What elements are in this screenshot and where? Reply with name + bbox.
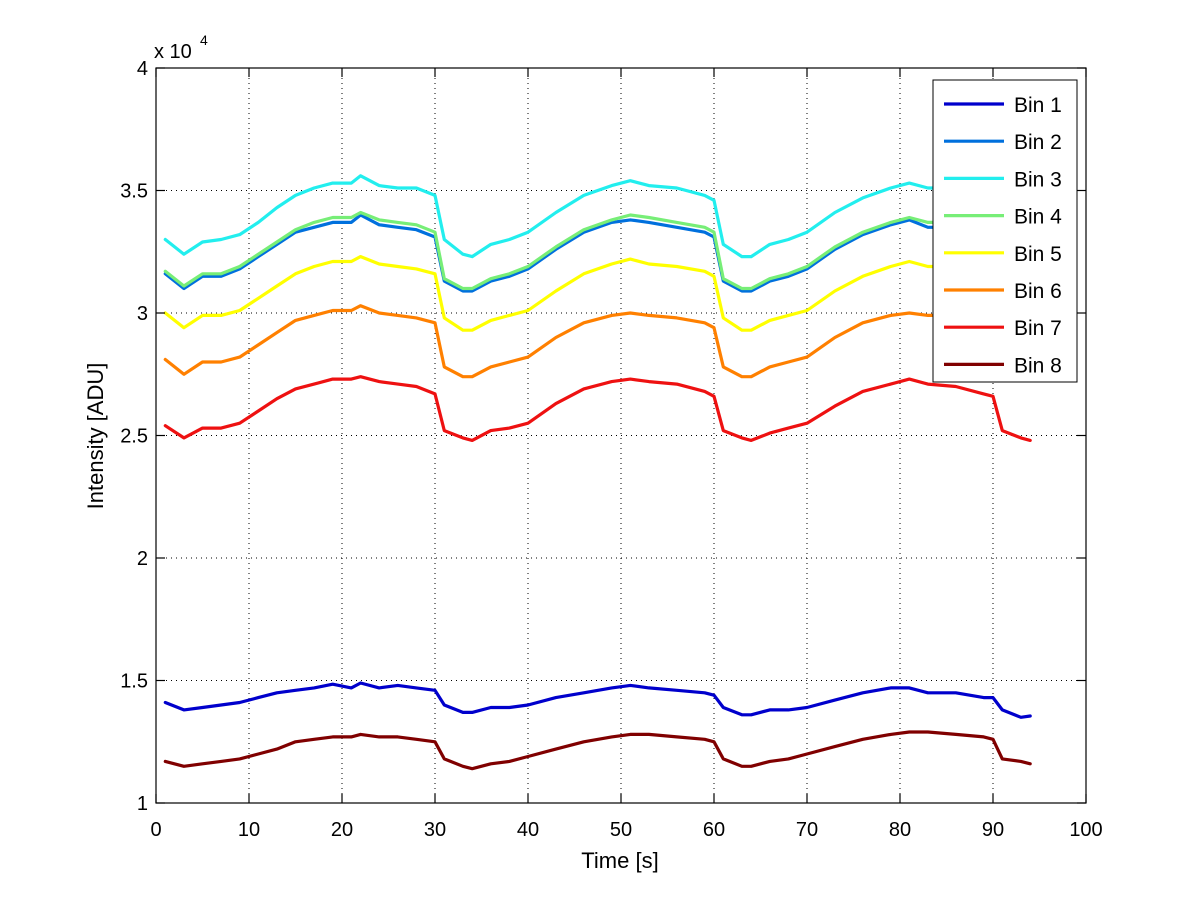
y-tick-label: 1.5 <box>120 671 148 693</box>
legend-item: Bin 7 <box>944 317 1062 340</box>
series-line-bin-3 <box>163 174 1032 259</box>
x-tick-label: 30 <box>424 819 446 841</box>
series-line-bin-1 <box>163 681 1032 719</box>
legend-item: Bin 1 <box>944 94 1062 117</box>
y-exponent-label: x 10 <box>154 41 192 63</box>
series-line-bin-2 <box>163 213 1032 293</box>
y-axis-title: Intensity [ADU] <box>83 363 108 510</box>
legend-item: Bin 6 <box>944 280 1062 303</box>
legend-item: Bin 2 <box>944 131 1062 154</box>
legend-label: Bin 3 <box>1014 168 1062 191</box>
x-tick-label: 100 <box>1069 819 1102 841</box>
x-tick-label: 90 <box>982 819 1004 841</box>
legend-item: Bin 3 <box>944 168 1062 191</box>
tick-labels: 0 10 20 30 40 50 60 70 80 90 100 1 1.5 2 2.5 3 3.5 4 <box>120 58 1103 841</box>
legend-item: Bin 5 <box>944 243 1062 266</box>
x-tick-label: 60 <box>703 819 725 841</box>
x-tick-label: 20 <box>331 819 353 841</box>
legend-item: Bin 4 <box>944 206 1062 229</box>
y-tick-label: 3.5 <box>120 181 148 203</box>
x-tick-label: 0 <box>150 819 161 841</box>
legend-item: Bin 8 <box>944 354 1062 377</box>
y-tick-label: 2.5 <box>120 426 148 448</box>
axis-ticks <box>155 67 1087 804</box>
legend-label: Bin 4 <box>1014 206 1062 229</box>
x-tick-label: 80 <box>889 819 911 841</box>
y-exponent-power: 4 <box>200 32 208 48</box>
series-line-bin-5 <box>163 255 1032 332</box>
y-tick-label: 1 <box>137 793 148 815</box>
series-line-bin-8 <box>163 730 1032 771</box>
legend-label: Bin 8 <box>1014 354 1062 377</box>
y-tick-label: 3 <box>137 303 148 325</box>
x-tick-label: 70 <box>796 819 818 841</box>
series-line-bin-4 <box>163 210 1032 291</box>
x-tick-label: 10 <box>238 819 260 841</box>
x-tick-label: 40 <box>517 819 539 841</box>
legend-label: Bin 5 <box>1014 243 1062 266</box>
legend-label: Bin 2 <box>1014 131 1062 154</box>
legend-label: Bin 1 <box>1014 94 1062 117</box>
legend-label: Bin 6 <box>1014 280 1062 303</box>
legend: Bin 1 Bin 2 Bin 3 Bin 4 Bin 5 Bin 6 Bin 7 Bin 8 <box>932 79 1078 383</box>
legend-label: Bin 7 <box>1014 317 1062 340</box>
series-lines <box>163 174 1032 771</box>
y-tick-label: 4 <box>137 58 148 80</box>
x-axis-title: Time [s] <box>581 848 658 873</box>
series-line-bin-6 <box>163 304 1032 379</box>
legend-box <box>932 79 1078 383</box>
x-tick-label: 50 <box>610 819 632 841</box>
series-line-bin-7 <box>163 375 1032 442</box>
y-tick-label: 2 <box>137 548 148 570</box>
